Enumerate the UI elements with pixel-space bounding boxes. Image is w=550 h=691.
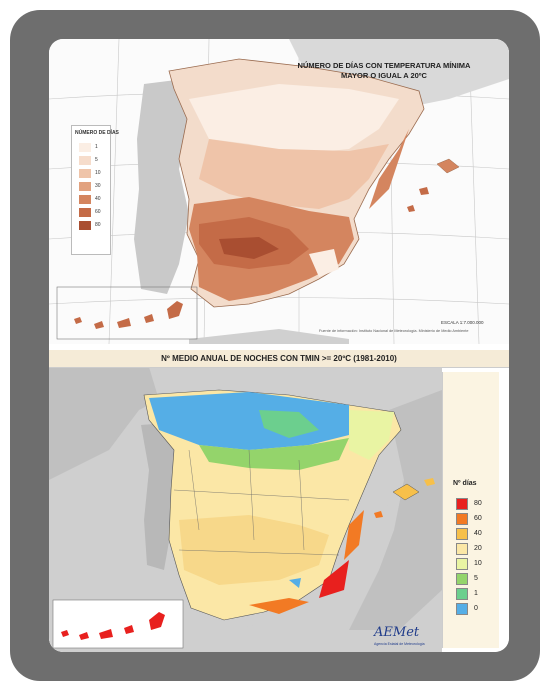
bottom-legend-value: 80 <box>474 500 482 507</box>
top-legend <box>71 125 111 255</box>
bottom-legend-value: 20 <box>474 545 482 552</box>
bottom-legend-swatch <box>456 603 468 615</box>
bottom-legend-value: 0 <box>474 605 478 612</box>
bottom-legend-value: 1 <box>474 590 478 597</box>
bottom-legend-value: 40 <box>474 530 482 537</box>
scale-text: ESCALA 1:7.000.000 <box>441 320 484 325</box>
bottom-legend-swatch <box>456 543 468 555</box>
bottom-legend-swatch <box>456 498 468 510</box>
bottom-legend-value: 60 <box>474 515 482 522</box>
top-map-graphic <box>49 39 509 345</box>
bottom-legend-value: 5 <box>474 575 478 582</box>
bottom-legend-swatch <box>456 528 468 540</box>
top-map: NÚMERO DE DÍAS CON TEMPERATURA MÍNIMA MA… <box>49 39 509 345</box>
logo-text: AEMet <box>374 625 420 640</box>
top-title-line1: NÚMERO DE DÍAS CON TEMPERATURA MÍNIMA <box>297 61 471 70</box>
bottom-legend-swatch <box>456 588 468 600</box>
top-legend-swatch <box>79 156 91 165</box>
top-title-line2: MAYOR O IGUAL A 20ºC <box>341 71 427 80</box>
top-legend-swatch <box>79 143 91 152</box>
top-legend-value: 5 <box>95 157 98 163</box>
bottom-legend-swatch <box>456 558 468 570</box>
top-legend-swatch <box>79 182 91 191</box>
source-text: Fuente de información: Instituto Naciona… <box>319 329 469 333</box>
logo-subtitle: Agencia Estatal de Meteorología <box>374 642 425 646</box>
top-legend-value: 80 <box>95 222 101 228</box>
bottom-legend-swatch <box>456 513 468 525</box>
top-legend-value: 30 <box>95 183 101 189</box>
top-legend-swatch <box>79 221 91 230</box>
top-legend-title: NÚMERO DE DÍAS <box>75 130 119 136</box>
bottom-legend-value: 10 <box>474 560 482 567</box>
top-legend-swatch <box>79 195 91 204</box>
bottom-map-title: Nº MEDIO ANUAL DE NOCHES CON TMIN >= 20º… <box>161 354 397 363</box>
top-map-title: NÚMERO DE DÍAS CON TEMPERATURA MÍNIMA MA… <box>289 61 479 81</box>
bottom-title-bar <box>49 350 509 368</box>
top-legend-value: 60 <box>95 209 101 215</box>
bottom-legend-panel <box>442 372 499 648</box>
top-legend-value: 1 <box>95 144 98 150</box>
top-legend-value: 10 <box>95 170 101 176</box>
top-legend-value: 40 <box>95 196 101 202</box>
bottom-legend-swatch <box>456 573 468 585</box>
bottom-map-graphic <box>49 367 442 652</box>
aemet-logo: AEMet Agencia Estatal de Meteorología <box>374 625 439 649</box>
bottom-map: Nº MEDIO ANUAL DE NOCHES CON TMIN >= 20º… <box>49 350 509 652</box>
bottom-legend-title: Nº días <box>453 480 477 487</box>
maps-panel: NÚMERO DE DÍAS CON TEMPERATURA MÍNIMA MA… <box>49 39 509 652</box>
top-legend-swatch <box>79 169 91 178</box>
top-legend-swatch <box>79 208 91 217</box>
